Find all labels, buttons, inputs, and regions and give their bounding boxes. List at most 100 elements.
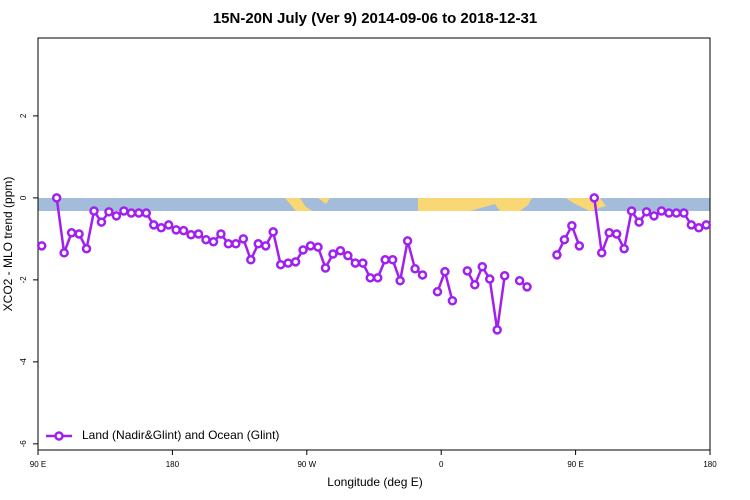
data-point	[141, 208, 152, 218]
data-point	[686, 220, 697, 230]
data-point	[290, 257, 301, 267]
data-point	[641, 207, 652, 217]
data-point	[387, 255, 398, 265]
data-point	[253, 239, 264, 249]
data-point	[126, 208, 137, 218]
data-point	[380, 255, 390, 265]
data-point	[231, 239, 241, 249]
data-point	[477, 262, 488, 272]
data-point	[275, 259, 286, 270]
data-point	[193, 229, 204, 239]
data-point	[462, 266, 473, 276]
x-axis-label: Longitude (deg E)	[327, 475, 422, 489]
data-point	[74, 229, 84, 239]
x-tick-label: 90 E	[567, 460, 583, 469]
data-point	[596, 248, 607, 258]
data-point	[552, 250, 562, 260]
data-point	[343, 250, 353, 261]
data-point	[313, 242, 323, 252]
data-point	[626, 206, 637, 216]
data-point	[395, 275, 405, 286]
y-axis-label: XCO2 - MLO trend (ppm)	[1, 177, 15, 312]
chart-title: 15N-20N July (Ver 9) 2014-09-06 to 2018-…	[213, 10, 537, 27]
plot-border	[37, 37, 711, 451]
data-point	[96, 217, 107, 227]
data-point	[470, 280, 480, 290]
data-point	[208, 236, 219, 247]
data-point	[559, 234, 570, 245]
data-point	[365, 273, 376, 283]
data-point	[320, 263, 331, 273]
x-tick-label: 180	[166, 460, 180, 469]
data-point	[634, 217, 644, 227]
data-point	[522, 282, 532, 292]
data-point	[148, 220, 159, 230]
data-point	[499, 271, 510, 281]
data-point	[178, 225, 189, 236]
data-point	[335, 246, 346, 256]
data-point	[440, 266, 450, 277]
legend-marker	[54, 431, 64, 441]
x-tick-label: 90 W	[297, 460, 316, 469]
data-point	[492, 325, 502, 335]
data-point	[611, 229, 622, 239]
data-point	[298, 245, 308, 255]
y-tick-label: -2	[19, 276, 28, 284]
y-tick-label: -6	[19, 440, 28, 448]
data-point	[246, 255, 256, 265]
data-point	[701, 220, 712, 230]
data-point	[283, 258, 293, 268]
data-point	[679, 208, 689, 218]
data-point	[619, 243, 629, 254]
data-point	[402, 236, 413, 246]
data-point	[694, 223, 704, 233]
data-point	[447, 296, 458, 306]
data-point	[260, 241, 271, 251]
data-point	[163, 220, 174, 230]
data-point	[81, 243, 92, 254]
data-point	[111, 211, 122, 221]
data-point	[201, 234, 211, 245]
data-point	[484, 274, 495, 284]
x-tick-label: 90 E	[30, 460, 46, 469]
y-tick-label: -4	[19, 358, 28, 366]
data-point	[589, 193, 600, 203]
data-point	[171, 225, 181, 235]
data-point	[328, 249, 338, 259]
legend-label: Land (Nadir&Glint) and Ocean (Glint)	[82, 428, 279, 442]
data-point	[372, 273, 383, 283]
map-strip	[38, 198, 710, 211]
data-point	[59, 248, 69, 258]
data-point	[119, 206, 129, 216]
data-point	[410, 264, 420, 274]
data-point	[432, 287, 443, 297]
data-point	[567, 221, 577, 231]
data-point	[574, 241, 585, 251]
data-point	[358, 258, 368, 268]
data-point	[89, 206, 99, 216]
y-tick-label: 2	[19, 113, 28, 118]
data-point	[216, 229, 226, 239]
data-point	[51, 193, 62, 203]
data-point	[649, 211, 659, 221]
data-point	[36, 241, 47, 251]
data-point	[66, 227, 77, 238]
data-point	[417, 270, 428, 280]
data-point	[305, 241, 316, 251]
data-point	[350, 258, 361, 268]
x-tick-label: 0	[439, 460, 444, 469]
data-point	[671, 208, 682, 218]
data-point	[104, 207, 114, 217]
data-point	[268, 227, 278, 237]
data-point	[664, 208, 674, 218]
data-point	[514, 275, 525, 286]
x-tick-label: 180	[703, 460, 717, 469]
data-point	[186, 230, 196, 240]
y-tick-label: 0	[19, 195, 28, 200]
data-point	[134, 208, 144, 218]
data-point	[223, 239, 234, 249]
data-point	[656, 206, 667, 216]
data-point	[156, 223, 166, 233]
series-line	[55, 197, 707, 331]
